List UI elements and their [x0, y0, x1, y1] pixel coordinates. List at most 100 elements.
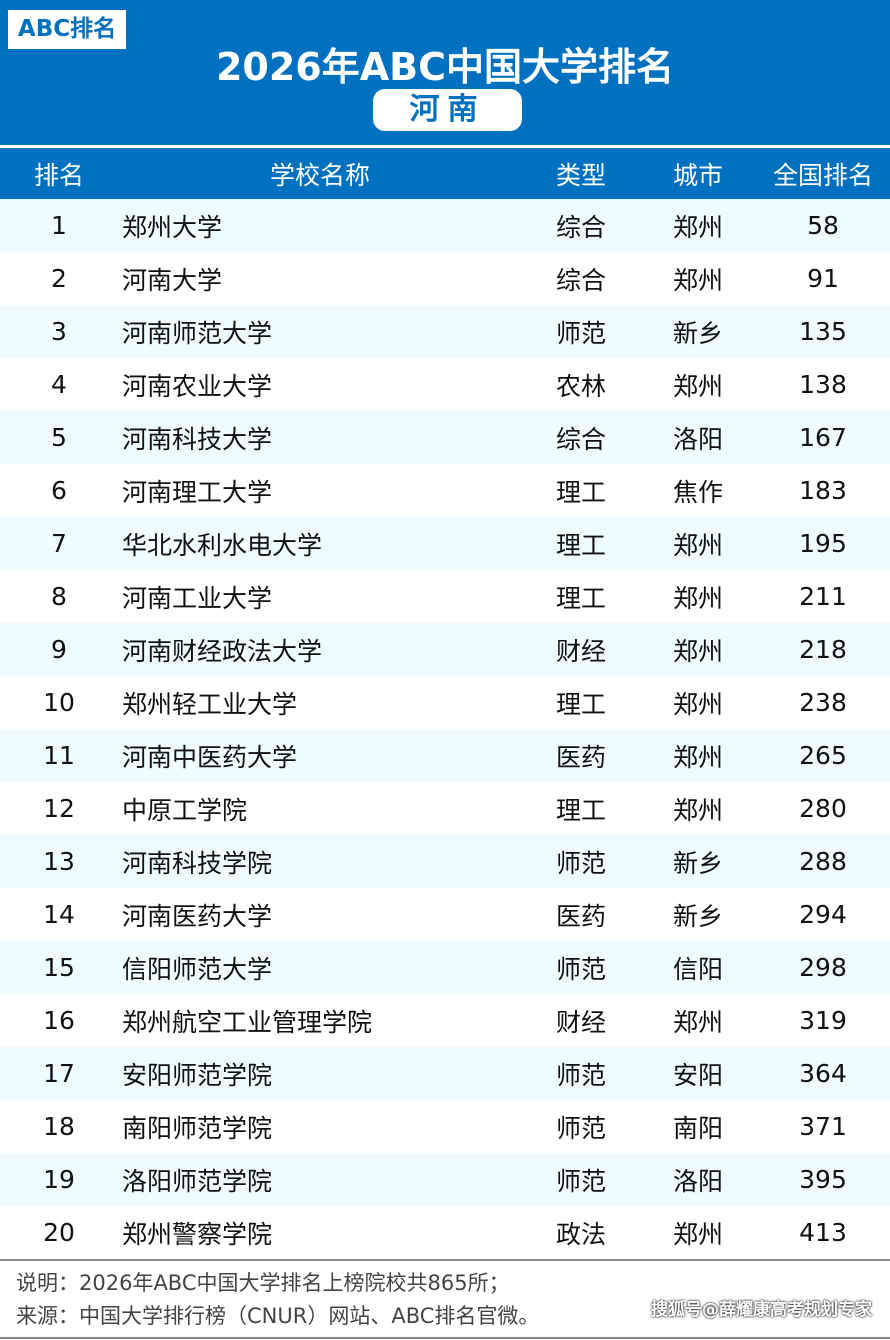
cell-type: 政法 — [555, 1219, 606, 1249]
footer-note: 说明：2026年ABC中国大学排名上榜院校共865所； — [16, 1271, 510, 1295]
cell-national-rank: 167 — [799, 423, 847, 452]
table-row: 5 河南科技大学 综合 洛阳 167 — [0, 411, 890, 464]
cell-rank: 18 — [43, 1112, 75, 1141]
cell-national-rank: 211 — [799, 582, 847, 611]
cell-type: 师范 — [555, 954, 606, 984]
cell-city: 郑州 — [672, 371, 723, 401]
cell-national-rank: 265 — [799, 741, 847, 770]
cell-school: 河南科技学院 — [122, 848, 273, 878]
cell-rank: 4 — [51, 370, 67, 399]
footer-source: 来源：中国大学排行榜（CNUR）网站、ABC排名官微。 — [16, 1304, 540, 1328]
table-row: 9 河南财经政法大学 财经 郑州 218 — [0, 623, 890, 676]
table-row: 16 郑州航空工业管理学院 财经 郑州 319 — [0, 994, 890, 1047]
cell-national-rank: 371 — [799, 1112, 847, 1141]
col-national-rank: 全国排名 — [772, 160, 873, 190]
table-row: 17 安阳师范学院 师范 安阳 364 — [0, 1047, 890, 1100]
cell-rank: 13 — [43, 847, 75, 876]
cell-national-rank: 298 — [799, 953, 847, 982]
cell-national-rank: 280 — [799, 794, 847, 823]
cell-school: 安阳师范学院 — [122, 1060, 273, 1090]
cell-city: 新乡 — [672, 848, 723, 878]
cell-school: 河南科技大学 — [122, 424, 273, 454]
cell-school: 南阳师范学院 — [122, 1113, 273, 1143]
table-row: 19 洛阳师范学院 师范 洛阳 395 — [0, 1153, 890, 1206]
cell-school: 河南中医药大学 — [122, 742, 298, 772]
cell-national-rank: 319 — [799, 1006, 847, 1035]
cell-rank: 12 — [43, 794, 75, 823]
cell-school: 中原工学院 — [122, 795, 248, 825]
cell-school: 河南农业大学 — [122, 371, 273, 401]
cell-type: 师范 — [555, 848, 606, 878]
cell-type: 财经 — [555, 636, 606, 666]
cell-rank: 9 — [51, 635, 67, 664]
cell-school: 郑州警察学院 — [122, 1219, 273, 1249]
cell-type: 师范 — [555, 1166, 606, 1196]
province-badge: 河南 — [373, 89, 522, 131]
cell-rank: 3 — [51, 317, 67, 346]
cell-type: 综合 — [555, 424, 606, 454]
cell-school: 华北水利水电大学 — [122, 530, 323, 560]
table-row: 14 河南医药大学 医药 新乡 294 — [0, 888, 890, 941]
cell-city: 焦作 — [672, 477, 723, 507]
col-rank: 排名 — [33, 160, 84, 190]
table-row: 8 河南工业大学 理工 郑州 211 — [0, 570, 890, 623]
cell-school: 郑州航空工业管理学院 — [122, 1007, 373, 1037]
table-row: 11 河南中医药大学 医药 郑州 265 — [0, 729, 890, 782]
table-row: 18 南阳师范学院 师范 南阳 371 — [0, 1100, 890, 1153]
cell-city: 新乡 — [672, 901, 723, 931]
cell-school: 郑州轻工业大学 — [122, 689, 298, 719]
cell-city: 郑州 — [672, 212, 723, 242]
table-row: 20 郑州警察学院 政法 郑州 413 — [0, 1206, 890, 1259]
header-banner: ABC排名 2026年ABC中国大学排名 河南 — [0, 0, 890, 145]
cell-rank: 5 — [51, 423, 67, 452]
cell-national-rank: 294 — [799, 900, 847, 929]
cell-rank: 2 — [51, 264, 67, 293]
cell-national-rank: 288 — [799, 847, 847, 876]
cell-type: 农林 — [555, 371, 606, 401]
cell-city: 郑州 — [672, 583, 723, 613]
table-row: 7 华北水利水电大学 理工 郑州 195 — [0, 517, 890, 570]
cell-type: 理工 — [555, 477, 606, 507]
cell-type: 理工 — [555, 689, 606, 719]
cell-rank: 7 — [51, 529, 67, 558]
cell-national-rank: 195 — [799, 529, 847, 558]
page-title: 2026年ABC中国大学排名 — [215, 45, 675, 89]
cell-type: 医药 — [555, 901, 606, 931]
cell-school: 河南师范大学 — [122, 318, 273, 348]
cell-rank: 19 — [43, 1165, 75, 1194]
table-row: 10 郑州轻工业大学 理工 郑州 238 — [0, 676, 890, 729]
watermark: 搜狐号@薛耀康高考规划专家 — [651, 1300, 872, 1320]
cell-rank: 16 — [43, 1006, 75, 1035]
cell-school: 河南工业大学 — [122, 583, 273, 613]
cell-school: 河南大学 — [122, 265, 223, 295]
cell-type: 理工 — [555, 530, 606, 560]
cell-city: 郑州 — [672, 1219, 723, 1249]
cell-city: 南阳 — [672, 1113, 723, 1143]
cell-city: 郑州 — [672, 530, 723, 560]
table-header: 排名 学校名称 类型 城市 全国排名 — [0, 148, 890, 199]
cell-type: 师范 — [555, 318, 606, 348]
cell-rank: 10 — [43, 688, 75, 717]
cell-city: 安阳 — [672, 1060, 723, 1090]
cell-type: 理工 — [555, 583, 606, 613]
cell-rank: 8 — [51, 582, 67, 611]
cell-national-rank: 413 — [799, 1218, 847, 1247]
col-city: 城市 — [672, 160, 723, 190]
cell-city: 郑州 — [672, 689, 723, 719]
cell-city: 郑州 — [672, 795, 723, 825]
cell-type: 综合 — [555, 265, 606, 295]
cell-national-rank: 138 — [799, 370, 847, 399]
cell-national-rank: 135 — [799, 317, 847, 346]
cell-city: 郑州 — [672, 1007, 723, 1037]
cell-city: 郑州 — [672, 636, 723, 666]
cell-type: 师范 — [555, 1060, 606, 1090]
cell-city: 信阳 — [672, 954, 723, 984]
cell-national-rank: 395 — [799, 1165, 847, 1194]
table-row: 2 河南大学 综合 郑州 91 — [0, 252, 890, 305]
cell-city: 郑州 — [672, 265, 723, 295]
cell-type: 师范 — [555, 1113, 606, 1143]
table-row: 4 河南农业大学 农林 郑州 138 — [0, 358, 890, 411]
cell-rank: 15 — [43, 953, 75, 982]
cell-national-rank: 183 — [799, 476, 847, 505]
cell-type: 理工 — [555, 795, 606, 825]
